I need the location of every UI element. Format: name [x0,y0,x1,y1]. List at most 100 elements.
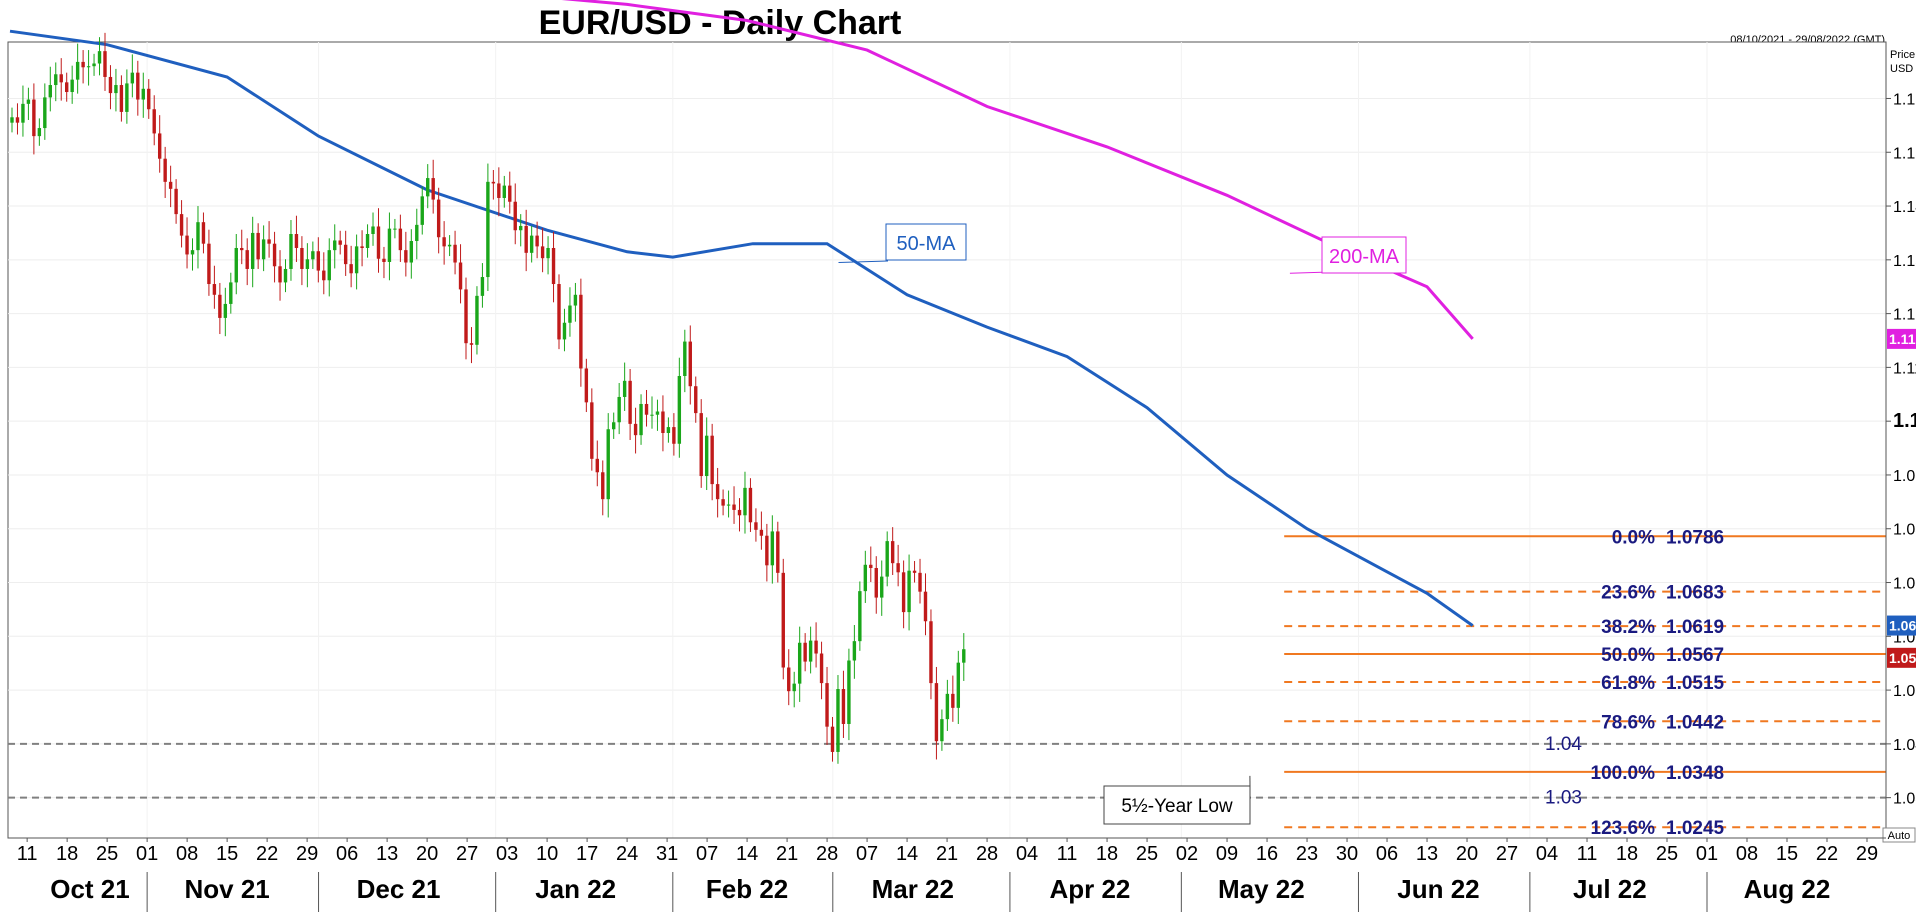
month-label: Dec 21 [357,874,441,904]
candle-body [32,99,36,137]
x-tick-label: 29 [296,843,318,865]
x-tick-label: 27 [456,843,478,865]
x-tick-label: 14 [736,843,758,865]
level-label: 1.03 [1545,788,1582,809]
fib-value-label: 1.0348 [1666,763,1724,784]
x-tick-label: 29 [1856,843,1878,865]
candle-body [562,322,567,340]
candle-body [48,85,52,98]
candle-body [732,504,736,510]
candle-body [841,689,846,724]
x-tick-label: 07 [856,843,878,865]
candle-body [86,66,91,68]
fib-value-label: 1.0619 [1666,617,1724,638]
candle-body [869,564,873,569]
candle-body [65,82,69,93]
fib-value-label: 1.0442 [1666,712,1724,733]
candle-body [825,683,829,727]
candle-body [185,235,189,255]
candle-body [699,413,703,477]
x-tick-label: 20 [1456,843,1478,865]
fib-pct-label: 0.0% [1612,527,1655,548]
candle-body [803,642,807,662]
x-tick-label: 14 [896,843,918,865]
x-tick-label: 01 [136,843,158,865]
month-label: Apr 22 [1049,874,1130,904]
candle-body [21,103,25,123]
y-tick-label: 1.07 [1893,576,1916,593]
candle-body [754,522,758,530]
ma200-price-tag-text: 1.115 [1889,331,1916,347]
candle-body [787,667,791,692]
candle-body [453,244,457,263]
x-tick-label: 10 [536,843,558,865]
candle-body [371,226,375,235]
month-label: Jun 22 [1397,874,1479,904]
candle-body [546,247,550,259]
candle-body [907,570,911,613]
candle-body [54,74,58,86]
candle-body [639,403,643,436]
candle-body [694,386,698,414]
month-label: Aug 22 [1744,874,1831,904]
x-tick-label: 03 [496,843,518,865]
candle-body [573,294,578,306]
candle-body [584,368,589,403]
y-tick-label: 1.16 [1893,91,1916,108]
ma50-layer: 50-MA [9,29,1474,627]
x-tick-label: 08 [176,843,198,865]
candlestick-series [10,32,966,764]
x-tick-label: 31 [656,843,678,865]
candle-body [108,76,113,94]
candle-body [748,487,753,523]
x-tick-label: 11 [17,843,38,865]
candle-body [765,535,769,566]
candle-body [278,266,282,283]
x-ticks: 11 18 25 01 08 15 22 29 06 13 20 27 03 10 17 24 31 07 14 21… [17,838,1878,865]
auto-scale-box[interactable] [1882,827,1916,843]
y-tick-label: 1.03 [1893,791,1916,808]
candle-body [114,85,118,94]
candle-body [781,572,785,668]
candle-body [743,487,747,516]
x-tick-label: 18 [1096,843,1118,865]
candle-body [234,247,238,283]
candle-body [677,375,682,444]
fib-pct-label: 78.6% [1601,712,1655,733]
month-label: Nov 21 [184,874,269,904]
candle-body [819,653,824,684]
x-tick-label: 08 [1736,843,1758,865]
x-tick-label: 18 [1616,843,1638,865]
y-axis: Price USD 1.031.041.051.061.071.081.091.… [1882,42,1916,843]
candle-body [896,563,900,573]
candle-body [343,244,348,265]
candle-body [360,246,364,248]
x-tick-label: 16 [1256,843,1278,865]
y-tick-label: 1.11 [1893,360,1916,377]
month-label: Jan 22 [535,874,616,904]
candle-body [797,642,802,684]
y-tick-label: 1.05 [1893,683,1916,700]
candle-body [808,640,813,662]
ma200-callout-box [1321,236,1407,274]
annotations: 5½-Year Low [1103,775,1251,825]
candle-body [863,564,868,592]
auto-scale-label[interactable]: Auto [1888,830,1911,842]
chart-title: EUR/USD - Daily Chart [539,4,902,42]
candle-body [529,235,534,253]
candle-body [710,435,714,485]
x-tick-label: 01 [1696,843,1718,865]
x-tick-label: 11 [1057,843,1078,865]
candle-body [633,423,638,436]
ma200-price-tag-bg [1887,328,1916,349]
month-label: Jul 22 [1573,874,1647,904]
candle-body [196,222,200,251]
candle-body [136,72,140,100]
x-tick-label: 21 [936,843,958,865]
candle-body [535,235,539,247]
annotation-box [1103,785,1251,825]
grid-layer [8,42,1886,838]
candle-body [814,640,818,654]
level-label: 1.04 [1545,734,1582,755]
